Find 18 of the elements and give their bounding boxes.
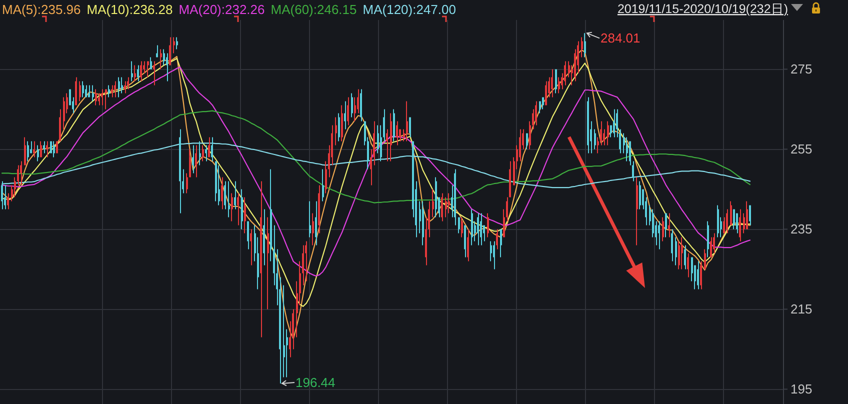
text: MA(5):235.96 (2, 2, 81, 17)
text: MA(60):246.15 (270, 2, 357, 17)
text: MA(10):236.28 (86, 2, 173, 17)
y-tick-label: 235 (790, 221, 812, 236)
text: MA(20):232.26 (178, 2, 265, 17)
y-tick-label: 215 (790, 301, 812, 316)
annotation: 196.44 (296, 374, 336, 390)
candlestick (283, 285, 285, 378)
candlestick (228, 181, 230, 218)
line-series (1, 142, 751, 188)
annotation: 284.01 (600, 30, 640, 46)
y-tick-label: 195 (790, 381, 812, 396)
y-tick-label: 255 (790, 141, 812, 156)
line-series (1, 66, 751, 277)
chart-subtitle: 2019/11/15-2020/10/19(232日) (617, 2, 788, 16)
y-tick-label: 275 (790, 61, 812, 76)
line-series (1, 110, 751, 204)
text: MA(120):247.00 (362, 2, 456, 17)
